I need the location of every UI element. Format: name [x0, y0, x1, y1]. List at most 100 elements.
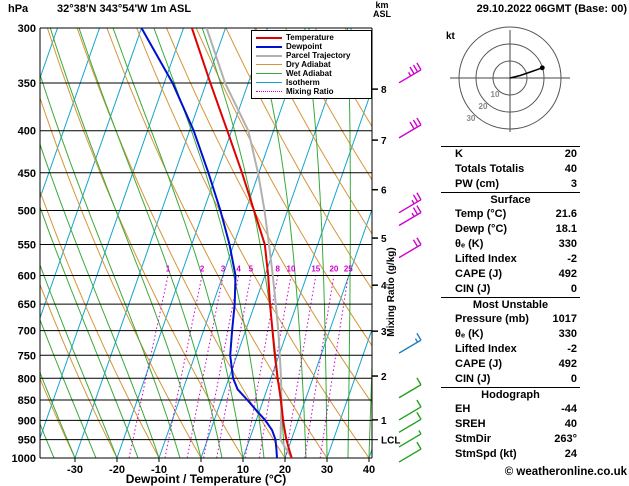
stat-value: -44: [561, 403, 577, 415]
pressure-tick-label: 750: [18, 350, 36, 362]
isotherm-line: [158, 28, 310, 458]
temp-tick-label: 40: [363, 464, 375, 476]
legend-item: Dewpoint: [256, 42, 371, 51]
stats-table: K 20 Totals Totalis 40 PW (cm) 3 Surface Temp (…: [441, 146, 580, 462]
stat-label: SREH: [455, 418, 486, 430]
pressure-tick-label: 600: [18, 271, 36, 283]
legend-item: Dry Adiabat: [256, 60, 371, 69]
pressure-unit-label: hPa: [8, 3, 29, 15]
stat-value: 263°: [554, 433, 577, 445]
mixing-ratio-axis-title: Mixing Ratio (g/kg): [386, 247, 397, 337]
wet-adiabat-line: [40, 371, 76, 458]
temp-tick-label: 20: [279, 464, 291, 476]
legend-item: Parcel Trajectory: [256, 51, 371, 60]
temp-tick-label: -20: [109, 464, 125, 476]
km-tick-label: 8: [381, 85, 387, 96]
stat-label: CIN (J): [455, 283, 491, 295]
stat-label: PW (cm): [455, 178, 499, 190]
stat-value: 18.1: [555, 223, 577, 235]
km-tick-label: 5: [381, 234, 387, 245]
wet_adiabat-legend-swatch: [256, 73, 282, 74]
asl-label: ASL: [373, 9, 391, 19]
pressure-tick-label: 350: [18, 78, 36, 90]
wind-barb: [398, 399, 422, 421]
mixing-ratio-value-label: 8: [276, 265, 281, 274]
mixing-ratio-value-label: 5: [249, 265, 254, 274]
stat-label: Totals Totalis: [455, 163, 525, 175]
isotherm-line: [326, 327, 372, 458]
hodograph-ring-label: 20: [479, 102, 488, 111]
mixing-ratio-value-label: 3: [221, 265, 226, 274]
legend-item-label: Dry Adiabat: [286, 60, 331, 69]
stat-value: 0: [570, 373, 577, 385]
stat-row: EH -44: [441, 402, 580, 417]
pressure-tick-label: 850: [18, 395, 36, 407]
wind-barb: [398, 192, 422, 214]
stat-row: CIN (J) 0: [441, 372, 580, 387]
sounding-curves: [140, 28, 293, 458]
mixing_ratio-legend-swatch: [256, 91, 282, 92]
stat-value: 0: [570, 283, 577, 295]
km-tick-label: 2: [381, 372, 387, 383]
legend: Temperature Dewpoint Parcel Trajectory Dry …: [251, 30, 372, 99]
wind-barb: [398, 62, 422, 84]
temp-tick-label: -30: [67, 464, 83, 476]
isotherm-line: [0, 28, 16, 458]
stat-label: EH: [455, 403, 471, 415]
stat-row: Dewp (°C) 18.1: [441, 222, 580, 237]
legend-item-label: Mixing Ratio: [286, 87, 334, 96]
pressure-tick-label: 700: [18, 326, 36, 338]
hodograph-ring-label: 30: [466, 114, 475, 123]
pressure-tick-label: 400: [18, 126, 36, 138]
stat-row: K 20: [441, 147, 580, 162]
hodograph-ring: [492, 60, 528, 96]
mixing-ratio-line: [186, 275, 224, 458]
station-title: 32°38'N 343°54'W 1m ASL: [57, 3, 192, 15]
dry-adiabat-line: [40, 96, 202, 458]
hodograph-ring-label: 10: [491, 90, 500, 99]
temp-tick-label: 30: [321, 464, 333, 476]
stat-row: Lifted Index -2: [441, 252, 580, 267]
pressure-tick-label: 300: [18, 23, 36, 35]
isotherm-line: [242, 87, 372, 458]
stat-row: Pressure (mb) 1017: [441, 312, 580, 327]
dry-adiabat-line: [255, 28, 372, 235]
stat-value: 492: [558, 268, 577, 280]
wet-adiabat-line: [368, 352, 372, 458]
legend-item: Temperature: [256, 33, 371, 42]
stat-value: 3: [570, 178, 577, 190]
stat-value: -2: [567, 343, 577, 355]
parcel-legend-swatch: [256, 54, 282, 57]
pressure-tick-label: 1000: [12, 453, 36, 465]
pressure-tick-label: 450: [18, 168, 36, 180]
isotherm-line: [116, 28, 268, 458]
mixing-ratio-line: [164, 275, 203, 458]
pressure-tick-label: 950: [18, 435, 36, 447]
stat-label: StmSpd (kt): [455, 448, 517, 460]
pressure-tick-label: 500: [18, 205, 36, 217]
isotherm-line: [284, 207, 372, 458]
hodograph-ring: [475, 43, 545, 113]
wind-barb: [398, 430, 422, 448]
copyright: © weatheronline.co.uk: [504, 466, 627, 478]
mixing-ratio-value-label: 1: [166, 265, 171, 274]
km-label: km: [375, 0, 389, 10]
dry-adiabat-line: [285, 28, 372, 181]
dry-adiabat-line: [225, 28, 372, 291]
stat-label: Lifted Index: [455, 253, 517, 265]
wind-barb: [398, 332, 422, 354]
stat-value: 1017: [552, 313, 577, 325]
temp-tick-label: -10: [151, 464, 167, 476]
legend-item-label: Isotherm: [286, 78, 320, 87]
hodograph-kt-label: kt: [446, 31, 456, 42]
stat-value: 40: [564, 418, 577, 430]
lcl-label: LCL: [381, 436, 400, 447]
wet-adiabat-line: [153, 28, 265, 458]
dewpoint-legend-swatch: [256, 45, 282, 48]
stat-value: 330: [558, 238, 577, 250]
stat-row: Totals Totalis 40: [441, 162, 580, 177]
stat-label: StmDir: [455, 433, 492, 445]
temperature-legend-swatch: [256, 36, 282, 39]
stat-value: -2: [567, 253, 577, 265]
stat-row: PW (cm) 3: [441, 177, 580, 192]
